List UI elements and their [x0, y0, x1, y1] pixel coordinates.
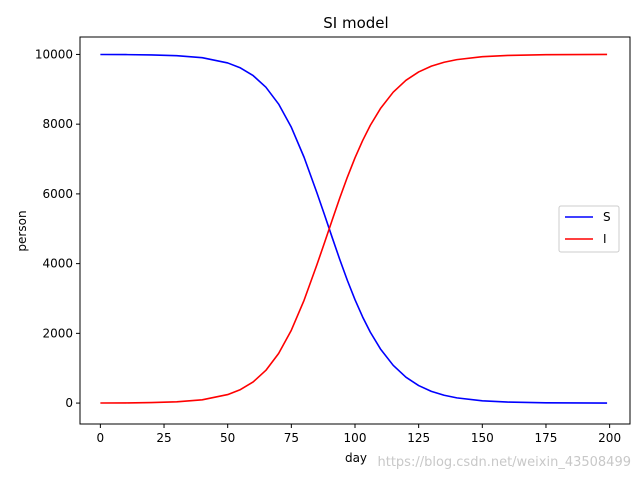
- y-tick-label: 2000: [42, 326, 73, 340]
- axes-layer: 0 25 50 75 100 125 150 175 200020004000600080001…: [35, 36, 631, 445]
- legend-label-s: S: [603, 210, 611, 224]
- series-line-i: [100, 53, 608, 404]
- legend-label-i: I: [603, 232, 607, 246]
- x-tick-label: 25: [156, 431, 171, 445]
- series-line-s: [100, 53, 608, 404]
- series-layer: [100, 53, 608, 404]
- x-tick-label: 100: [344, 431, 367, 445]
- legend: SI: [558, 205, 620, 253]
- x-tick-label: 150: [471, 431, 494, 445]
- y-tick-label: 4000: [42, 257, 73, 271]
- watermark-text: https://blog.csdn.net/weixin_43508499: [377, 455, 631, 470]
- x-tick-label: 50: [220, 431, 235, 445]
- y-tick-label: 8000: [42, 117, 73, 131]
- y-tick-label: 0: [65, 396, 73, 410]
- x-tick-label: 175: [535, 431, 558, 445]
- y-tick-label: 6000: [42, 187, 73, 201]
- x-tick-label: 0: [97, 431, 105, 445]
- x-axis-label: day: [345, 451, 367, 465]
- x-tick-label: 200: [598, 431, 621, 445]
- y-tick-label: 10000: [35, 47, 73, 61]
- x-tick-label: 75: [284, 431, 299, 445]
- chart-title: SI model: [323, 14, 388, 32]
- y-axis-label: person: [15, 210, 29, 251]
- x-tick-label: 125: [407, 431, 430, 445]
